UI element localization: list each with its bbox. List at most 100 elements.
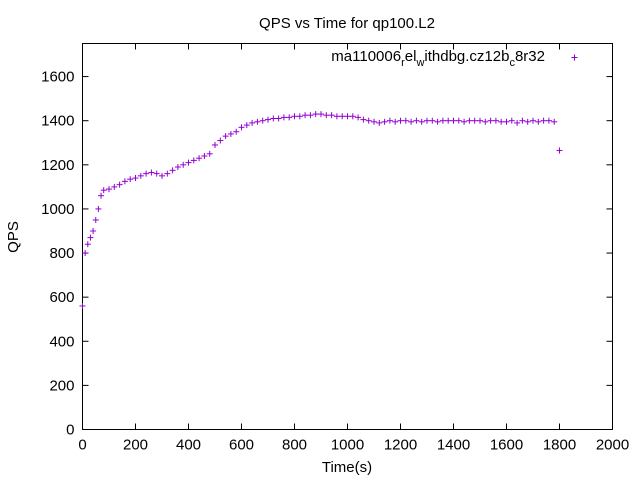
data-point xyxy=(333,113,340,120)
data-point xyxy=(84,241,91,248)
legend-subscript: c xyxy=(509,57,515,69)
data-point xyxy=(132,175,139,182)
axis-ticks xyxy=(82,43,613,430)
y-tick-label: 1600 xyxy=(41,69,74,86)
y-tick-label: 1400 xyxy=(41,113,74,130)
legend-marker xyxy=(571,54,578,61)
data-point xyxy=(477,117,483,124)
data-point xyxy=(121,178,128,185)
y-tick-label: 600 xyxy=(49,289,74,306)
data-point xyxy=(429,117,436,124)
data-point xyxy=(164,170,171,177)
data-point xyxy=(514,119,521,126)
legend-subscript: r xyxy=(401,57,405,69)
data-point xyxy=(535,118,542,125)
data-point xyxy=(286,114,293,121)
data-point xyxy=(556,147,563,154)
data-point xyxy=(376,119,383,126)
legend-part: el xyxy=(405,48,417,65)
data-point xyxy=(280,114,287,121)
y-tick-label: 1200 xyxy=(41,157,74,174)
data-point xyxy=(439,117,446,124)
data-point xyxy=(381,118,388,125)
data-point xyxy=(169,167,176,174)
data-point xyxy=(180,161,187,168)
data-point xyxy=(106,186,112,193)
data-point xyxy=(270,115,277,122)
data-point xyxy=(487,117,494,124)
data-point xyxy=(397,117,404,124)
data-point xyxy=(116,181,123,188)
data-point xyxy=(302,112,309,119)
data-point xyxy=(365,117,372,124)
data-point xyxy=(90,227,97,234)
data-point xyxy=(201,152,208,159)
plot-frame xyxy=(82,43,613,430)
data-point xyxy=(503,118,510,125)
data-point xyxy=(153,170,160,177)
data-point xyxy=(482,118,489,125)
data-point xyxy=(344,113,351,120)
data-point xyxy=(82,250,89,257)
legend-label: ma110006relwithdbg.cz12bc8r32 xyxy=(331,48,545,69)
x-tick-label: 1200 xyxy=(384,437,417,454)
data-point xyxy=(111,183,118,190)
data-point xyxy=(392,118,399,125)
data-point xyxy=(312,111,319,118)
data-point xyxy=(524,118,531,125)
data-point xyxy=(148,169,155,176)
x-tick-label: 0 xyxy=(78,437,86,454)
y-tick-label: 0 xyxy=(66,422,74,439)
y-tick-label: 1000 xyxy=(41,201,74,218)
data-point xyxy=(339,113,346,120)
data-point xyxy=(418,118,425,125)
data-point xyxy=(233,128,240,135)
data-point xyxy=(455,117,462,124)
data-point xyxy=(275,115,282,122)
data-point xyxy=(206,150,213,157)
data-point xyxy=(424,117,430,124)
data-point xyxy=(222,133,229,140)
data-point xyxy=(95,205,102,212)
data-point xyxy=(92,216,99,223)
data-point xyxy=(79,302,86,309)
data-point xyxy=(445,117,452,124)
legend-part: ma110006 xyxy=(331,48,401,65)
data-point xyxy=(296,113,303,120)
data-point xyxy=(471,117,478,124)
data-point xyxy=(386,117,393,124)
x-tick-label: 2000 xyxy=(596,437,629,454)
legend: ma110006relwithdbg.cz12bc8r32 xyxy=(331,48,578,69)
data-point xyxy=(402,117,409,124)
data-point xyxy=(259,117,266,124)
data-point xyxy=(498,118,505,125)
data-point xyxy=(530,117,536,124)
data-point xyxy=(466,117,473,124)
data-point xyxy=(137,172,144,179)
data-point xyxy=(360,116,367,123)
data-point xyxy=(461,118,468,125)
data-point xyxy=(371,118,377,125)
data-point xyxy=(540,117,547,124)
data-point xyxy=(87,234,94,241)
x-tick-label: 1600 xyxy=(490,437,523,454)
data-point xyxy=(127,176,134,183)
x-tick-label: 200 xyxy=(123,437,148,454)
x-tick-label: 400 xyxy=(176,437,201,454)
data-point xyxy=(212,141,218,148)
data-point xyxy=(217,137,224,144)
y-tick-label: 400 xyxy=(49,333,74,350)
data-point xyxy=(265,116,271,123)
x-axis-label: Time(s) xyxy=(322,459,372,476)
data-point xyxy=(100,187,107,194)
x-tick-label: 1000 xyxy=(331,437,364,454)
legend-subscript: w xyxy=(415,57,424,69)
data-point xyxy=(545,117,552,124)
data-point xyxy=(434,118,441,125)
y-tick-label: 200 xyxy=(49,377,74,394)
data-point xyxy=(196,155,203,162)
data-point xyxy=(551,118,558,125)
data-point xyxy=(143,170,150,177)
data-point xyxy=(328,112,335,119)
legend-part: 8r32 xyxy=(515,48,545,65)
